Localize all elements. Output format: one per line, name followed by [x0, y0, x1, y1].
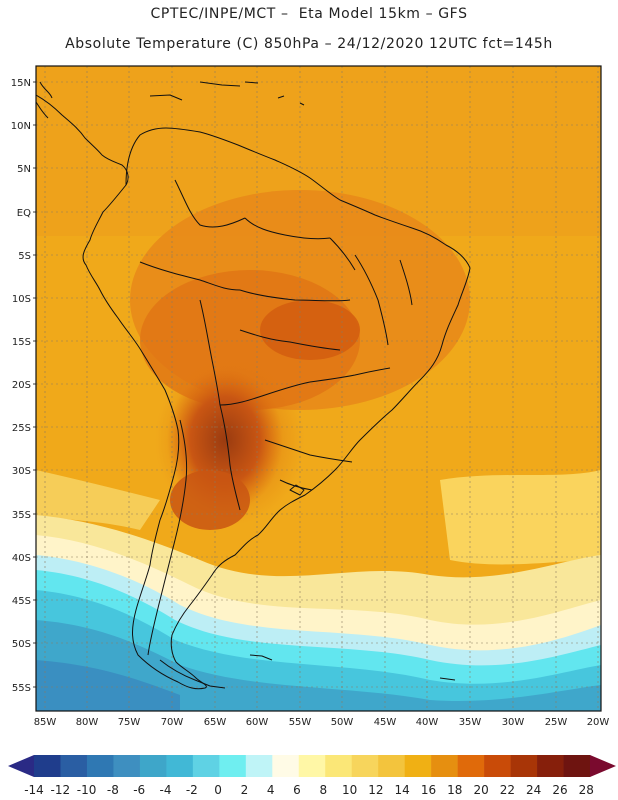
colorbar-labels: -14 -12 -10 -8 -6 -4 -2 0 2 4 6 8 10 12 … [24, 783, 594, 797]
lon-label: 40W [416, 717, 439, 728]
lat-label: 10S [12, 294, 31, 305]
colorbar-label: 6 [293, 783, 301, 797]
lat-label: 30S [12, 466, 31, 477]
colorbar-swatch [510, 755, 538, 777]
colorbar-label: -2 [186, 783, 198, 797]
colorbar-swatch [272, 755, 300, 777]
coast-south-america [82, 127, 471, 690]
colorbar-swatch [431, 755, 458, 777]
colorbar-label: 10 [342, 783, 357, 797]
lon-label: 85W [34, 717, 57, 728]
map-title-line1: CPTEC/INPE/MCT – Eta Model 15km – GFS [150, 6, 468, 22]
lon-label: 75W [118, 717, 141, 728]
colorbar-label: 22 [500, 783, 515, 797]
lon-label: 35W [459, 717, 482, 728]
lat-label: 10N [11, 121, 31, 132]
colorbar-label: -10 [77, 783, 97, 797]
colorbar-swatch [86, 755, 114, 777]
colorbar-swatch [166, 755, 194, 777]
lat-label: 45S [12, 596, 31, 607]
colorbar-swatch [113, 755, 141, 777]
lon-label: 50W [331, 717, 354, 728]
colorbar-swatch [245, 755, 273, 777]
lat-label: 15N [11, 78, 31, 89]
lat-label: 35S [12, 510, 31, 521]
colorbar-label: 4 [267, 783, 275, 797]
lon-label: 80W [76, 717, 99, 728]
colorbar-label: -14 [24, 783, 44, 797]
colorbar-swatch [457, 755, 485, 777]
lon-label: 30W [502, 717, 525, 728]
lat-label: 15S [12, 337, 31, 348]
lat-label: 5S [18, 251, 31, 262]
colorbar-swatch [192, 755, 220, 777]
map-title-line2: Absolute Temperature (C) 850hPa – 24/12/… [65, 36, 553, 52]
lat-label: 20S [12, 380, 31, 391]
colorbar-swatch [60, 755, 88, 777]
colorbar-label: -12 [50, 783, 70, 797]
colorbar-label: 18 [447, 783, 462, 797]
colorbar-label: 28 [579, 783, 594, 797]
colorbar-label: 14 [395, 783, 410, 797]
colorbar-swatch [219, 755, 247, 777]
colorbar-label: -6 [133, 783, 145, 797]
colorbar-label: 12 [368, 783, 383, 797]
colorbar-swatch [404, 755, 432, 777]
colorbar-swatch [378, 755, 405, 777]
colorbar: -14 -12 -10 -8 -6 -4 -2 0 2 4 6 8 10 12 … [8, 755, 616, 797]
colorbar-label: 24 [526, 783, 541, 797]
temperature-field [36, 66, 601, 711]
colorbar-high-arrow [590, 755, 616, 777]
lat-label: 25S [12, 423, 31, 434]
graticule [36, 66, 601, 711]
lon-label: 25W [545, 717, 568, 728]
colorbar-label: 16 [421, 783, 436, 797]
lat-label: EQ [17, 208, 31, 219]
colorbar-label: 2 [241, 783, 249, 797]
colorbar-label: 8 [319, 783, 327, 797]
field-pale-atlantic [440, 470, 601, 565]
longitude-labels: 85W 80W 75W 70W 65W 60W 55W 50W 45W 40W … [34, 717, 610, 728]
colorbar-swatch [351, 755, 379, 777]
colorbar-label: -4 [160, 783, 172, 797]
colorbar-swatch [139, 755, 167, 777]
colorbar-label: 0 [214, 783, 222, 797]
lat-label: 5N [17, 164, 31, 175]
colorbar-swatch [298, 755, 326, 777]
colorbar-label: 26 [552, 783, 567, 797]
lat-label: 50S [12, 639, 31, 650]
lat-label: 55S [12, 683, 31, 694]
lon-label: 70W [161, 717, 184, 728]
coastline [36, 81, 471, 690]
lon-label: 20W [587, 717, 610, 728]
lon-label: 65W [204, 717, 227, 728]
coast-central-america [36, 94, 129, 186]
lon-label: 45W [374, 717, 397, 728]
colorbar-swatch [34, 755, 61, 777]
colorbar-label: -8 [107, 783, 119, 797]
axis-ticks [33, 81, 36, 688]
colorbar-swatch [537, 755, 564, 777]
map-border [35, 65, 602, 712]
colorbar-label: 20 [473, 783, 488, 797]
lon-label: 55W [289, 717, 312, 728]
lon-label: 60W [246, 717, 269, 728]
colorbar-swatch [563, 755, 591, 777]
colorbar-swatch [325, 755, 353, 777]
lat-label: 40S [12, 553, 31, 564]
latitude-labels: 15N 10N 5N EQ 5S 10S 15S 20S 25S 30S 35S… [11, 78, 31, 694]
colorbar-low-arrow [8, 755, 34, 777]
colorbar-swatch [484, 755, 511, 777]
